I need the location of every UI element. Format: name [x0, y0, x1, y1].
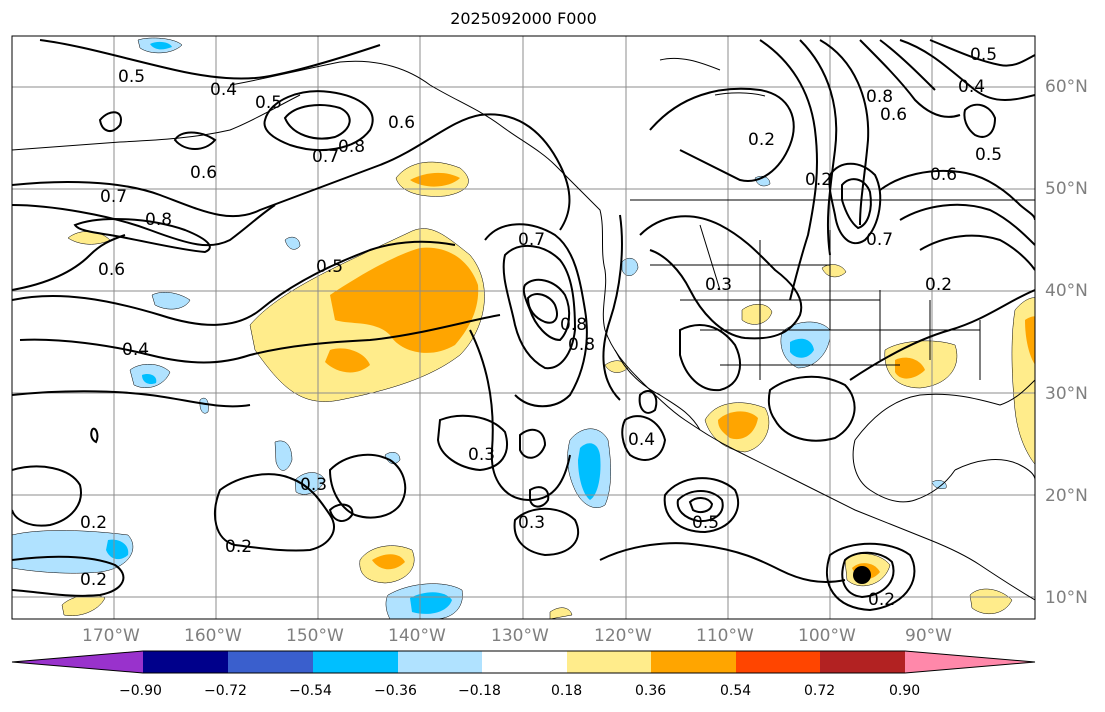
colorbar-tick-label: 0.90 [889, 683, 921, 699]
contour-label: 0.2 [80, 570, 107, 590]
lat-label: 40°N [1045, 281, 1088, 301]
contour-label: 0.2 [748, 130, 775, 150]
contour-label: 0.5 [316, 257, 343, 277]
colorbar-tick-label: −0.18 [458, 683, 501, 699]
lat-label: 60°N [1045, 77, 1088, 97]
colorbar-bin [567, 651, 651, 673]
colorbar-tick-label: 0.36 [635, 683, 667, 699]
lon-label: 110°W [696, 626, 754, 646]
colorbar [11, 650, 1036, 674]
contour-label: 0.6 [98, 260, 125, 280]
colorbar-bin [313, 651, 398, 673]
lat-label: 50°N [1045, 179, 1088, 199]
contour-label: 0.4 [122, 340, 149, 360]
contour-label: 0.7 [312, 147, 339, 167]
colorbar-bin [482, 651, 567, 673]
contour-label: 0.7 [518, 230, 545, 250]
colorbar-bin [228, 651, 313, 673]
contour-label: 0.5 [975, 145, 1002, 165]
lon-label: 140°W [388, 626, 446, 646]
lon-label: 170°W [82, 626, 140, 646]
colorbar-bin [143, 651, 228, 673]
colorbar-extend-low [12, 651, 143, 673]
lon-label: 150°W [286, 626, 344, 646]
contour-label: 0.2 [868, 590, 895, 610]
negative-shading [12, 37, 947, 619]
contour-label: 0.8 [560, 315, 587, 335]
contour-label: 0.2 [805, 170, 832, 190]
contour-label: 0.6 [880, 105, 907, 125]
contour-label: 0.5 [255, 93, 282, 113]
hurricane-center-icon [853, 566, 871, 584]
colorbar-tick-label: −0.72 [204, 683, 247, 699]
contour-label: 0.8 [866, 87, 893, 107]
colorbar-tick-label: −0.54 [289, 683, 332, 699]
contour-label: 0.2 [80, 513, 107, 533]
lon-label: 130°W [491, 626, 549, 646]
contour-label: 0.2 [225, 537, 252, 557]
colorbar-bin [736, 651, 820, 673]
contour-label: 0.6 [190, 163, 217, 183]
coastlines [12, 57, 1035, 601]
contour-lines [12, 39, 1035, 612]
contour-label: 0.3 [518, 513, 545, 533]
contour-label: 0.4 [958, 77, 985, 97]
contour-label: 0.4 [210, 80, 237, 100]
colorbar-tick-label: 0.18 [551, 683, 583, 699]
contour-label: 0.3 [300, 475, 327, 495]
colorbar-tick-label: 0.72 [804, 683, 836, 699]
colorbar-tick-label: −0.90 [119, 683, 162, 699]
contour-label: 0.2 [925, 275, 952, 295]
contour-label: 0.5 [118, 67, 145, 87]
positive-shading [61, 161, 1035, 619]
lat-label: 30°N [1045, 384, 1088, 404]
contour-label: 0.8 [145, 210, 172, 230]
map-frame [11, 35, 1036, 620]
lat-label: 20°N [1045, 486, 1088, 506]
contour-label: 0.6 [388, 113, 415, 133]
colorbar-bin [820, 651, 905, 673]
contour-label: 0.7 [100, 187, 127, 207]
colorbar-tick-label: 0.54 [720, 683, 752, 699]
colorbar-tick-label: −0.36 [374, 683, 417, 699]
map-title: 2025092000 F000 [450, 9, 597, 28]
contour-label: 0.7 [866, 230, 893, 250]
contour-label-layer: 0.5 0.4 0.5 0.6 0.7 0.8 0.6 0.7 0.8 0.6 … [80, 45, 1002, 610]
contour-label: 0.4 [628, 430, 655, 450]
contour-label: 0.8 [568, 335, 595, 355]
colorbar-bin [651, 651, 736, 673]
lon-label: 100°W [798, 626, 856, 646]
contour-label: 0.3 [705, 275, 732, 295]
contour-label: 0.5 [970, 45, 997, 65]
colorbar-bin [398, 651, 482, 673]
contour-label: 0.6 [930, 165, 957, 185]
lon-label: 90°W [905, 626, 952, 646]
contour-label: 0.3 [468, 445, 495, 465]
lon-label: 160°W [184, 626, 242, 646]
lon-label: 120°W [594, 626, 652, 646]
colorbar-extend-high [905, 651, 1035, 673]
contour-label: 0.8 [338, 137, 365, 157]
contour-label: 0.5 [692, 513, 719, 533]
lat-label: 10°N [1045, 588, 1088, 608]
